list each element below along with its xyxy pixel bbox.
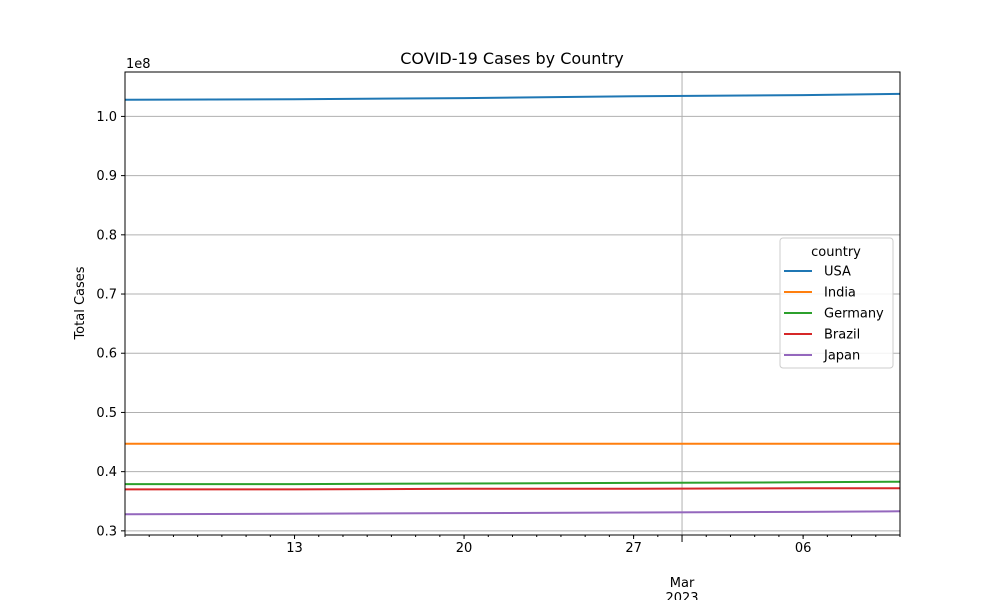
y-tick-label-4: 0.7 xyxy=(96,288,117,303)
x-tick-label-year: 2023 xyxy=(665,591,698,600)
x-tick-label-month: Mar xyxy=(670,576,695,591)
grid-lines xyxy=(125,72,900,535)
legend-label-usa: USA xyxy=(824,265,851,280)
series-line-japan xyxy=(124,510,901,516)
series-line-germany xyxy=(125,480,901,486)
y-tick-label-3: 0.6 xyxy=(96,347,117,362)
x-tick-label-2: 27 xyxy=(625,541,642,556)
series-line-brazil xyxy=(125,487,900,491)
y-tick-label-1: 0.4 xyxy=(96,465,117,480)
series-lines xyxy=(124,92,901,516)
legend-label-japan: Japan xyxy=(823,349,860,364)
chart-title: COVID-19 Cases by Country xyxy=(400,49,624,68)
legend-label-germany: Germany xyxy=(824,307,884,322)
x-tick-label-1: 20 xyxy=(456,541,473,556)
y-tick-label-7: 1.0 xyxy=(96,110,117,125)
x-tick-label-3: 06 xyxy=(795,541,812,556)
y-axis-offset-label: 1e8 xyxy=(126,57,151,72)
x-tick-label-0: 13 xyxy=(286,541,303,556)
legend-title: country xyxy=(811,245,861,260)
y-tick-label-2: 0.5 xyxy=(96,406,117,421)
legend-label-india: India xyxy=(824,286,856,301)
legend-label-brazil: Brazil xyxy=(824,328,860,343)
legend-items: USA India Germany Brazil Japan xyxy=(784,265,884,364)
series-line-usa xyxy=(124,92,901,101)
y-axis-label: Total Cases xyxy=(73,266,88,340)
legend: country USA India Germany Brazil Japan xyxy=(779,237,894,369)
y-tick-label-0: 0.3 xyxy=(96,524,117,539)
y-tick-label-6: 0.9 xyxy=(96,169,117,184)
y-tick-label-5: 0.8 xyxy=(96,228,117,243)
